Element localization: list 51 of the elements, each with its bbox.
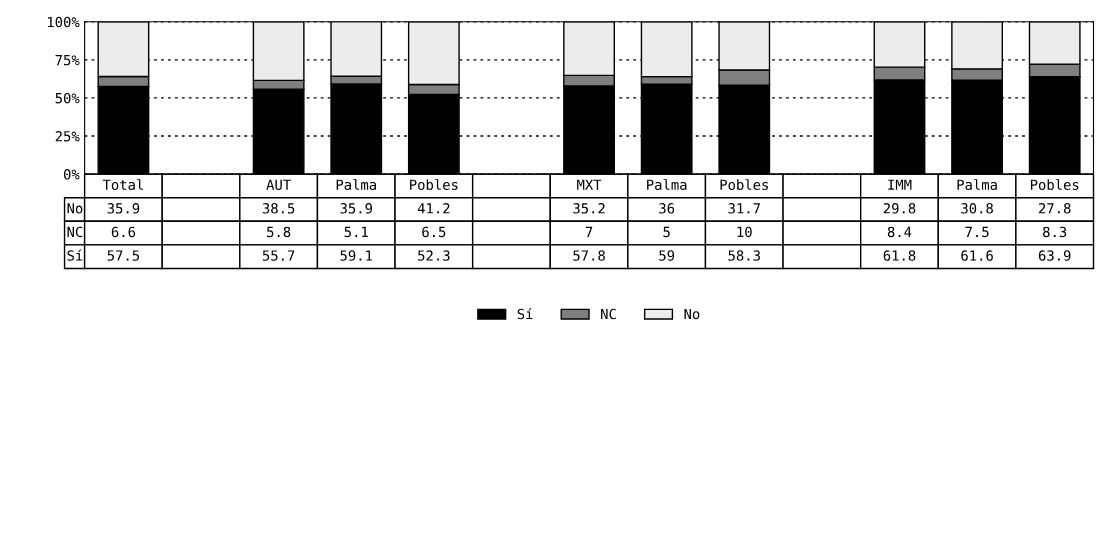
data-label: 38.5 — [262, 203, 295, 214]
text: Sí — [67, 249, 83, 261]
data-label: 6.6 — [111, 226, 136, 238]
data-label: 5 — [663, 226, 670, 238]
data-label: 58.3 — [728, 250, 760, 261]
x-tick-label: Palma — [336, 179, 376, 190]
data-label: 31.7 — [728, 203, 760, 214]
data-label: 7.5 — [965, 226, 989, 238]
text: No — [67, 203, 83, 214]
data-label: 30.8 — [961, 203, 993, 214]
data-label: 63.9 — [1038, 250, 1071, 261]
y-tick-label: 75% — [55, 55, 80, 66]
data-label: 5.8 — [267, 226, 291, 238]
y-tick-label: 0% — [63, 169, 80, 180]
text: NC — [67, 226, 83, 238]
x-tick-label: MXT — [577, 179, 602, 190]
legend-label: NC — [601, 308, 616, 320]
x-tick-label: Pobles — [720, 179, 768, 190]
data-label: 59.1 — [340, 250, 373, 261]
legend-label: Sí — [517, 307, 533, 320]
x-tick-label: Palma — [647, 179, 687, 190]
data-label: 7 — [585, 226, 593, 237]
data-label: 57.8 — [573, 250, 605, 261]
x-tick-label: Pobles — [1030, 179, 1079, 190]
data-label: 41.2 — [417, 203, 450, 214]
data-label: 27.8 — [1039, 203, 1071, 214]
data-label: 35.2 — [573, 203, 605, 214]
data-label: 61.8 — [883, 250, 916, 261]
data-label: 35.9 — [107, 203, 140, 214]
x-tick-label: Total — [102, 179, 143, 190]
y-tick-label: 100% — [47, 16, 80, 28]
x-tick-label: IMM — [888, 179, 912, 190]
x-tick-label: Pobles — [410, 179, 458, 190]
data-label: 55.7 — [262, 250, 295, 261]
data-label: 59 — [659, 250, 675, 261]
x-tick-label: Palma — [957, 179, 997, 190]
data-label: 57.5 — [107, 250, 140, 261]
data-label: 35.9 — [340, 203, 373, 214]
data-label: 52.3 — [418, 250, 450, 261]
legend-label: No — [684, 308, 700, 320]
data-label: 8.4 — [887, 226, 912, 238]
y-tick-label: 25% — [55, 131, 80, 142]
data-label: 61.6 — [961, 250, 993, 261]
data-label: 10 — [737, 226, 752, 238]
data-label: 6.5 — [422, 226, 446, 238]
data-label: 5.1 — [344, 226, 368, 238]
y-tick-label: 50% — [55, 92, 80, 104]
data-label: 36 — [659, 203, 675, 214]
x-tick-label: AUT — [266, 179, 291, 190]
data-label: 8.3 — [1043, 226, 1067, 238]
data-label: 29.8 — [883, 203, 916, 214]
